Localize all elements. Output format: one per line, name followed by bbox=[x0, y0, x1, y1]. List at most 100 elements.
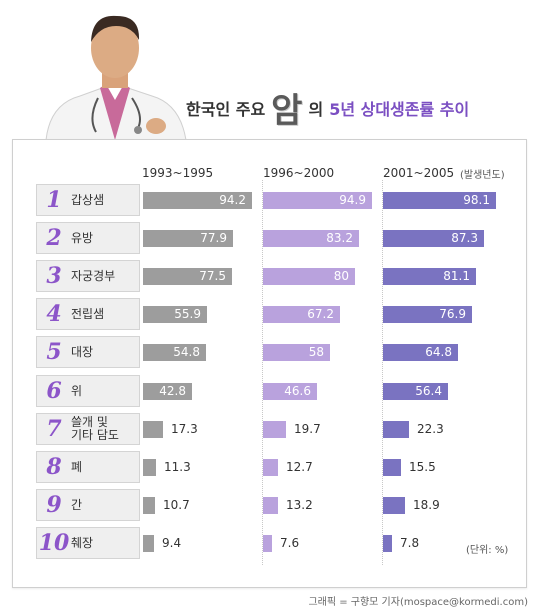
cancer-name: 갑상샘 bbox=[71, 192, 105, 207]
data-label: 12.7 bbox=[286, 460, 313, 474]
data-bar bbox=[143, 459, 156, 476]
data-bar bbox=[383, 459, 401, 476]
data-bar bbox=[383, 268, 476, 285]
data-bar bbox=[143, 306, 207, 323]
data-label: 19.7 bbox=[294, 422, 321, 436]
data-label: 55.9 bbox=[174, 307, 201, 321]
data-bar bbox=[143, 268, 232, 285]
data-label: 18.9 bbox=[413, 498, 440, 512]
data-bar bbox=[143, 230, 233, 247]
title-before: 한국인 주요 bbox=[186, 100, 266, 119]
row-label: 3 자궁경부 bbox=[36, 260, 140, 292]
data-bar bbox=[383, 192, 496, 209]
rank-number: 7 bbox=[46, 416, 62, 442]
data-label: 7.6 bbox=[280, 536, 300, 550]
data-label: 77.9 bbox=[200, 231, 227, 245]
data-label: 77.5 bbox=[199, 269, 226, 283]
cancer-name: 간 bbox=[71, 497, 83, 512]
year-axis-note: (발생년도) bbox=[460, 170, 505, 181]
title-accent: 5년 상대생존률 추이 bbox=[329, 100, 470, 119]
data-bar bbox=[383, 306, 472, 323]
column-divider bbox=[262, 180, 263, 565]
row-label: 1 갑상샘 bbox=[36, 184, 140, 216]
data-label: 87.3 bbox=[451, 231, 478, 245]
data-bar bbox=[383, 344, 458, 361]
data-bar bbox=[383, 497, 405, 514]
cancer-name: 전립샘 bbox=[71, 306, 105, 321]
data-bar bbox=[143, 192, 252, 209]
data-bar bbox=[383, 421, 409, 438]
data-label: 46.6 bbox=[284, 384, 311, 398]
data-bar bbox=[263, 535, 272, 552]
column-header-1993: 1993~1995 bbox=[142, 166, 214, 180]
data-bar bbox=[263, 268, 355, 285]
rank-number: 8 bbox=[46, 454, 62, 480]
doctor-illustration bbox=[45, 15, 187, 140]
credit-line: 그래픽 = 구향모 기자(mospace@kormedi.com) bbox=[308, 597, 528, 608]
data-label: 22.3 bbox=[417, 422, 444, 436]
cancer-name: 자궁경부 bbox=[71, 268, 116, 283]
rank-number: 9 bbox=[46, 492, 62, 518]
row-label: 7 쓸개 및 기타 담도 bbox=[36, 413, 140, 445]
data-label: 17.3 bbox=[171, 422, 198, 436]
cancer-name: 폐 bbox=[71, 459, 83, 474]
data-label: 94.9 bbox=[339, 193, 366, 207]
rank-number: 3 bbox=[46, 263, 62, 289]
cancer-name: 위 bbox=[71, 383, 83, 398]
rank-number: 2 bbox=[46, 225, 62, 251]
data-bar bbox=[263, 344, 330, 361]
data-bar bbox=[263, 459, 278, 476]
rank-number: 10 bbox=[38, 530, 70, 556]
data-label: 11.3 bbox=[164, 460, 191, 474]
row-label: 2 유방 bbox=[36, 222, 140, 254]
data-label: 13.2 bbox=[286, 498, 313, 512]
data-label: 15.5 bbox=[409, 460, 436, 474]
header-banner: 한국인 주요 암 의 5년 상대생존률 추이 bbox=[0, 0, 540, 140]
data-label: 76.9 bbox=[439, 307, 466, 321]
data-bar bbox=[263, 230, 359, 247]
cancer-name: 쓸개 및 기타 담도 bbox=[71, 415, 119, 442]
data-label: 54.8 bbox=[173, 345, 200, 359]
data-label: 80 bbox=[333, 269, 349, 283]
row-label: 4 전립샘 bbox=[36, 298, 140, 330]
data-bar bbox=[263, 383, 317, 400]
data-bar bbox=[263, 192, 372, 209]
row-label: 10 췌장 bbox=[36, 527, 140, 559]
data-label: 9.4 bbox=[162, 536, 182, 550]
column-divider bbox=[382, 180, 383, 565]
title-middle: 의 bbox=[308, 100, 324, 119]
data-label: 7.8 bbox=[400, 536, 420, 550]
unit-note: (단위: %) bbox=[466, 545, 509, 556]
data-label: 42.8 bbox=[159, 384, 186, 398]
cancer-name: 유방 bbox=[71, 230, 94, 245]
data-label: 64.8 bbox=[425, 345, 452, 359]
row-label: 5 대장 bbox=[36, 336, 140, 368]
data-bar bbox=[143, 421, 163, 438]
data-bar bbox=[143, 535, 154, 552]
data-bar bbox=[383, 535, 392, 552]
data-bar bbox=[143, 344, 206, 361]
data-bar bbox=[263, 421, 286, 438]
column-header-1996: 1996~2000 bbox=[263, 166, 335, 180]
data-label: 94.2 bbox=[219, 193, 246, 207]
data-label: 58 bbox=[308, 345, 324, 359]
rank-number: 4 bbox=[46, 301, 62, 327]
data-bar bbox=[263, 497, 278, 514]
rank-number: 6 bbox=[46, 378, 62, 404]
data-label: 56.4 bbox=[415, 384, 442, 398]
data-label: 10.7 bbox=[163, 498, 190, 512]
data-bar bbox=[143, 383, 192, 400]
column-header-2001: 2001~2005 bbox=[383, 166, 455, 180]
rank-number: 5 bbox=[46, 339, 62, 365]
cancer-name: 대장 bbox=[71, 344, 94, 359]
data-label: 81.1 bbox=[443, 269, 470, 283]
data-bar bbox=[383, 383, 448, 400]
data-label: 83.2 bbox=[326, 231, 353, 245]
cancer-name: 췌장 bbox=[71, 535, 94, 550]
title-big-char: 암 bbox=[271, 91, 303, 131]
data-bar bbox=[263, 306, 340, 323]
data-label: 67.2 bbox=[307, 307, 334, 321]
